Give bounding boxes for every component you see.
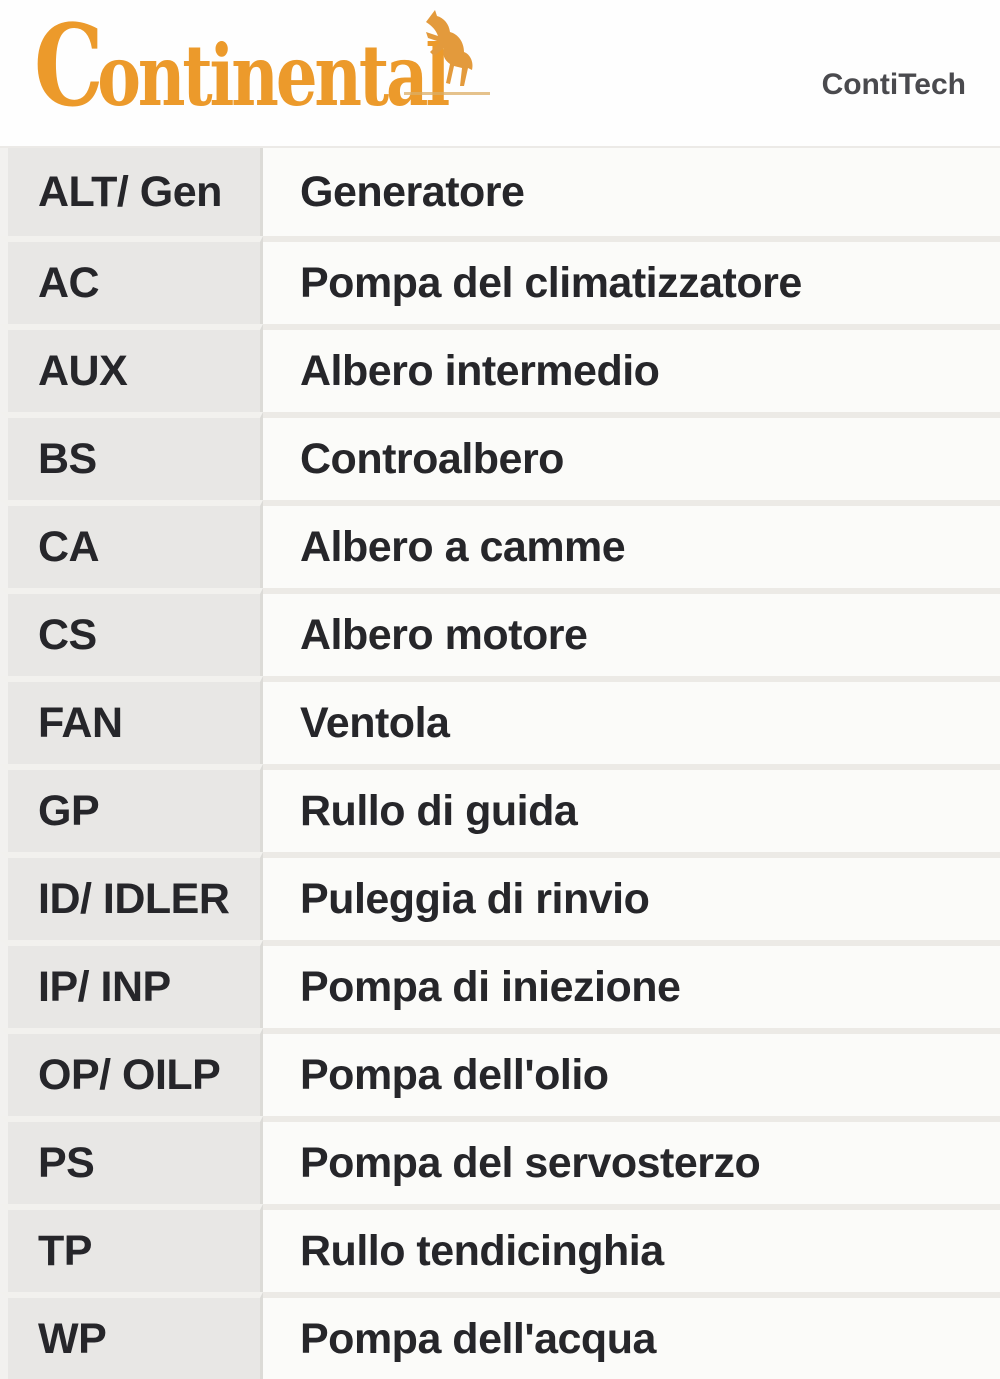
description-cell: Albero motore [263,588,1000,676]
description-cell: Albero a camme [263,500,1000,588]
description-cell: Pompa del servosterzo [263,1116,1000,1204]
description-cell: Puleggia di rinvio [263,852,1000,940]
description-cell: Albero intermedio [263,324,1000,412]
table-row: WP Pompa dell'acqua [0,1292,1000,1379]
abbreviation-cell: CS [0,588,263,676]
table-row: OP/ OILP Pompa dell'olio [0,1028,1000,1116]
description-cell: Pompa di iniezione [263,940,1000,1028]
contitech-label: ContiTech [821,68,966,101]
abbreviation-cell: IP/ INP [0,940,263,1028]
abbreviation-cell: CA [0,500,263,588]
abbreviation-cell: BS [0,412,263,500]
abbreviation-cell: PS [0,1116,263,1204]
description-cell: Rullo di guida [263,764,1000,852]
abbreviation-cell: ID/ IDLER [0,852,263,940]
abbreviation-cell: AC [0,236,263,324]
abbreviation-cell: ALT/ Gen [0,148,263,236]
continental-logo: Continental [34,12,564,122]
table-row: IP/ INP Pompa di iniezione [0,940,1000,1028]
header: Continental ContiTech [0,0,1000,146]
description-cell: Generatore [263,148,1000,236]
table-row: ALT/ Gen Generatore [0,148,1000,236]
description-cell: Pompa dell'olio [263,1028,1000,1116]
table-row: AC Pompa del climatizzatore [0,236,1000,324]
legend-table: ALT/ Gen Generatore AC Pompa del climati… [0,146,1000,1379]
abbreviation-cell: WP [0,1292,263,1379]
description-cell: Controalbero [263,412,1000,500]
description-cell: Rullo tendicinghia [263,1204,1000,1292]
table-row: CS Albero motore [0,588,1000,676]
description-cell: Ventola [263,676,1000,764]
description-cell: Pompa dell'acqua [263,1292,1000,1379]
table-row: ID/ IDLER Puleggia di rinvio [0,852,1000,940]
abbreviation-cell: FAN [0,676,263,764]
logo-underline [404,92,490,95]
table-row: AUX Albero intermedio [0,324,1000,412]
abbreviation-cell: AUX [0,324,263,412]
table-row: PS Pompa del servosterzo [0,1116,1000,1204]
table-row: FAN Ventola [0,676,1000,764]
abbreviation-cell: TP [0,1204,263,1292]
abbreviation-cell: OP/ OILP [0,1028,263,1116]
table-row: CA Albero a camme [0,500,1000,588]
abbreviation-cell: GP [0,764,263,852]
description-cell: Pompa del climatizzatore [263,236,1000,324]
continental-horse-icon [426,10,473,86]
table-row: GP Rullo di guida [0,764,1000,852]
continental-wordmark: Continental [34,1,450,132]
table-row: BS Controalbero [0,412,1000,500]
table-row: TP Rullo tendicinghia [0,1204,1000,1292]
